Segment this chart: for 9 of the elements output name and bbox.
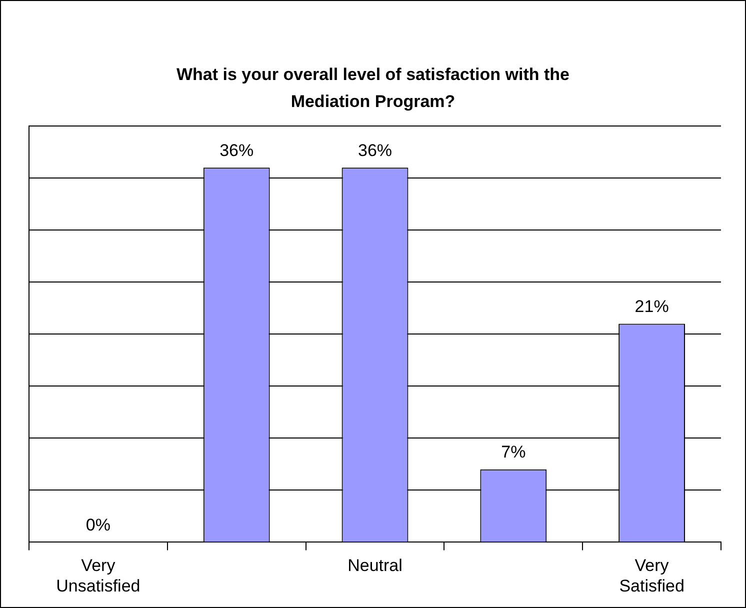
data-label: 36%	[220, 140, 254, 160]
data-label: 7%	[501, 442, 526, 462]
x-tick-label: Very Satisfied	[619, 556, 684, 596]
data-label: 0%	[86, 515, 110, 534]
x-tick-label: Very Unsatisfied	[56, 556, 140, 596]
chart-title: What is your overall level of satisfaction with the Mediation Program?	[176, 64, 570, 113]
data-label: 21%	[634, 296, 669, 316]
data-label: 36%	[358, 140, 392, 160]
x-tick-label: Neutral	[348, 556, 402, 576]
